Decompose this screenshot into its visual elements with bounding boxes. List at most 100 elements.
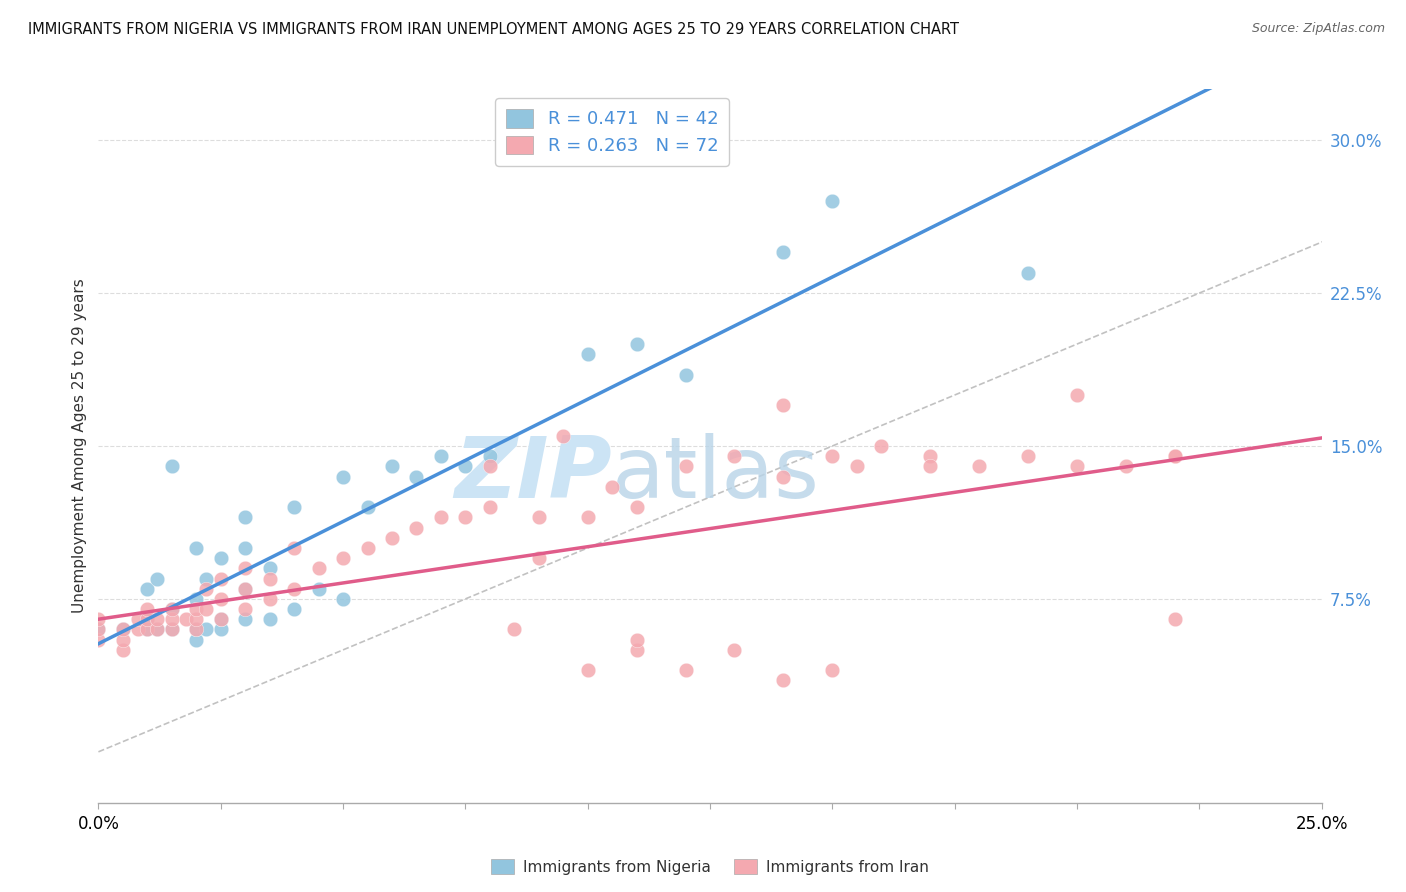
Point	[111, 623, 134, 637]
Point	[186, 602, 208, 616]
Point	[283, 541, 305, 555]
Point	[478, 449, 501, 463]
Point	[454, 510, 477, 524]
Point	[186, 623, 208, 637]
Point	[576, 510, 599, 524]
Point	[233, 582, 256, 596]
Point	[308, 582, 330, 596]
Point	[160, 602, 183, 616]
Text: IMMIGRANTS FROM NIGERIA VS IMMIGRANTS FROM IRAN UNEMPLOYMENT AMONG AGES 25 TO 29: IMMIGRANTS FROM NIGERIA VS IMMIGRANTS FR…	[28, 22, 959, 37]
Legend: Immigrants from Nigeria, Immigrants from Iran: Immigrants from Nigeria, Immigrants from…	[485, 853, 935, 880]
Point	[920, 459, 942, 474]
Point	[87, 632, 110, 647]
Point	[675, 368, 697, 382]
Point	[146, 612, 169, 626]
Point	[772, 245, 794, 260]
Point	[920, 449, 942, 463]
Point	[209, 612, 232, 626]
Point	[527, 510, 550, 524]
Point	[1164, 449, 1187, 463]
Point	[136, 582, 159, 596]
Point	[209, 572, 232, 586]
Point	[195, 572, 218, 586]
Point	[186, 632, 208, 647]
Point	[283, 582, 305, 596]
Point	[821, 663, 844, 677]
Point	[1017, 266, 1039, 280]
Point	[600, 480, 623, 494]
Point	[136, 623, 159, 637]
Point	[430, 510, 453, 524]
Point	[195, 602, 218, 616]
Point	[405, 469, 427, 483]
Point	[186, 612, 208, 626]
Point	[259, 612, 281, 626]
Point	[259, 572, 281, 586]
Point	[186, 541, 208, 555]
Point	[478, 500, 501, 515]
Point	[127, 612, 149, 626]
Point	[356, 500, 378, 515]
Point	[160, 623, 183, 637]
Point	[772, 398, 794, 412]
Point	[233, 612, 256, 626]
Point	[186, 623, 208, 637]
Point	[308, 561, 330, 575]
Point	[160, 623, 183, 637]
Point	[845, 459, 868, 474]
Point	[1066, 459, 1088, 474]
Point	[87, 623, 110, 637]
Point	[772, 673, 794, 688]
Point	[259, 591, 281, 606]
Point	[283, 602, 305, 616]
Point	[430, 449, 453, 463]
Point	[136, 612, 159, 626]
Point	[87, 623, 110, 637]
Y-axis label: Unemployment Among Ages 25 to 29 years: Unemployment Among Ages 25 to 29 years	[72, 278, 87, 614]
Point	[332, 591, 354, 606]
Point	[146, 572, 169, 586]
Point	[233, 510, 256, 524]
Point	[332, 551, 354, 566]
Point	[675, 459, 697, 474]
Point	[136, 623, 159, 637]
Point	[821, 449, 844, 463]
Point	[405, 520, 427, 534]
Point	[503, 623, 526, 637]
Point	[1115, 459, 1137, 474]
Point	[821, 194, 844, 209]
Point	[576, 663, 599, 677]
Point	[870, 439, 893, 453]
Point	[146, 623, 169, 637]
Point	[576, 347, 599, 361]
Point	[772, 469, 794, 483]
Point	[478, 459, 501, 474]
Point	[723, 449, 745, 463]
Point	[1066, 388, 1088, 402]
Point	[209, 551, 232, 566]
Point	[233, 541, 256, 555]
Point	[176, 612, 198, 626]
Point	[233, 602, 256, 616]
Point	[626, 500, 648, 515]
Point	[356, 541, 378, 555]
Point	[136, 602, 159, 616]
Point	[136, 612, 159, 626]
Point	[553, 429, 575, 443]
Point	[160, 612, 183, 626]
Point	[283, 500, 305, 515]
Point	[127, 623, 149, 637]
Point	[723, 643, 745, 657]
Point	[332, 469, 354, 483]
Point	[111, 643, 134, 657]
Point	[233, 582, 256, 596]
Point	[160, 459, 183, 474]
Point	[527, 551, 550, 566]
Text: ZIP: ZIP	[454, 433, 612, 516]
Point	[195, 623, 218, 637]
Point	[111, 632, 134, 647]
Point	[146, 623, 169, 637]
Text: Source: ZipAtlas.com: Source: ZipAtlas.com	[1251, 22, 1385, 36]
Point	[381, 459, 404, 474]
Text: atlas: atlas	[612, 433, 820, 516]
